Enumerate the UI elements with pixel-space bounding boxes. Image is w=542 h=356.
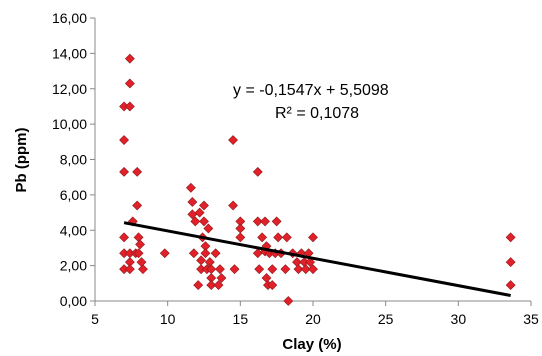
data-point <box>193 280 204 291</box>
data-point <box>213 280 224 291</box>
data-point <box>136 257 147 268</box>
data-point <box>132 166 143 177</box>
data-point <box>252 216 263 227</box>
data-point <box>283 296 294 306</box>
data-point <box>271 216 282 227</box>
data-point <box>203 223 214 234</box>
data-point <box>228 135 238 145</box>
r-squared-label: R² = 0,1078 <box>275 105 359 122</box>
data-point <box>124 53 135 64</box>
trendline-equation: y = -0,1547x + 5,5098 <box>233 82 389 99</box>
data-point <box>235 232 246 243</box>
trendline <box>123 221 511 297</box>
y-tick-label: 8,00 <box>60 152 87 168</box>
data-point <box>138 264 148 275</box>
data-point <box>308 264 318 275</box>
data-point <box>281 232 292 243</box>
data-point <box>305 257 316 268</box>
data-point <box>228 200 238 211</box>
data-point <box>188 248 199 259</box>
y-tick-label: 6,00 <box>60 187 87 203</box>
data-point <box>190 216 201 227</box>
data-point <box>505 280 516 291</box>
data-point <box>252 166 263 177</box>
data-point <box>254 264 265 275</box>
x-axis-title: Clay (%) <box>282 336 341 353</box>
data-point <box>210 248 221 259</box>
data-point <box>124 264 135 275</box>
y-tick-label: 14,00 <box>52 45 87 61</box>
data-point <box>215 264 225 275</box>
data-point <box>119 166 129 177</box>
data-point <box>257 232 268 243</box>
y-tick-label: 16,00 <box>52 10 87 26</box>
data-point <box>133 232 144 243</box>
x-tick-label: 5 <box>91 311 99 327</box>
data-point <box>196 255 207 266</box>
y-axis-title: Pb (ppm) <box>13 128 30 193</box>
data-point <box>185 182 196 193</box>
x-axis-ticks: 5 10 15 20 25 30 35 <box>91 301 539 327</box>
data-point <box>267 280 278 291</box>
data-point <box>216 273 227 283</box>
data-point <box>200 248 211 259</box>
data-point <box>124 101 135 112</box>
x-tick-label: 20 <box>305 311 321 327</box>
data-point <box>199 200 209 211</box>
data-point <box>229 264 240 275</box>
data-point <box>194 207 205 218</box>
data-point <box>280 264 291 275</box>
data-point <box>260 216 270 227</box>
data-point <box>124 78 135 89</box>
data-point <box>119 135 129 145</box>
y-tick-label: 12,00 <box>52 81 87 97</box>
x-tick-label: 35 <box>523 311 539 327</box>
x-tick-label: 30 <box>451 311 467 327</box>
data-point <box>261 273 272 283</box>
data-point <box>505 232 516 243</box>
data-point <box>206 280 217 291</box>
data-point <box>187 197 198 207</box>
data-point <box>199 216 209 227</box>
y-tick-label: 10,00 <box>52 116 87 132</box>
data-point <box>132 200 143 211</box>
x-tick-label: 25 <box>378 311 394 327</box>
x-tick-label: 10 <box>160 311 176 327</box>
data-point <box>235 223 246 234</box>
y-tick-label: 4,00 <box>60 222 87 238</box>
data-point <box>159 248 170 259</box>
data-point <box>119 232 129 243</box>
data-point <box>267 264 278 275</box>
y-tick-label: 2,00 <box>60 258 87 274</box>
data-point <box>505 257 516 268</box>
data-point <box>293 264 304 275</box>
y-tick-label: 0,00 <box>60 293 87 309</box>
x-tick-label: 15 <box>233 311 249 327</box>
data-point <box>300 264 311 275</box>
data-point <box>273 232 284 243</box>
data-point <box>308 232 318 243</box>
data-point <box>252 248 263 259</box>
y-axis-ticks: 0,00 2,00 4,00 6,00 8,00 10,00 12,00 14,00 16,00 <box>52 10 95 309</box>
data-point <box>135 239 145 250</box>
data-point <box>133 248 144 259</box>
